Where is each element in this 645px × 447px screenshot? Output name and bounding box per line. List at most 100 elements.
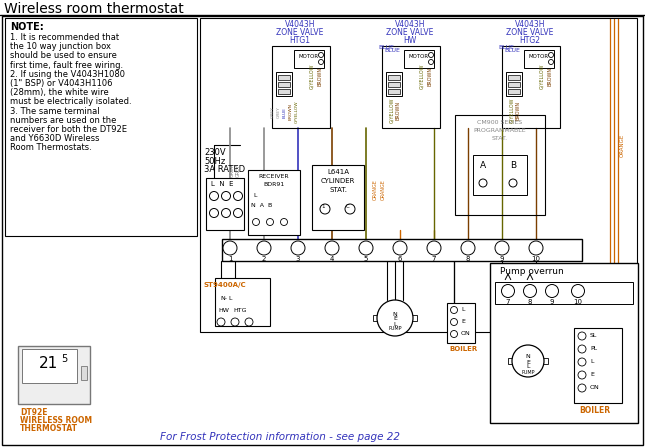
Bar	[5, 18, 197, 236]
Text: ZONE VALVE: ZONE VALVE	[386, 28, 433, 37]
Circle shape	[578, 332, 586, 340]
Text: 3: 3	[296, 256, 301, 262]
Bar	[386, 72, 402, 96]
Text: RECEIVER: RECEIVER	[259, 174, 290, 179]
Text: DT92E: DT92E	[20, 408, 48, 417]
Bar	[412, 315, 417, 321]
Text: 3. The same terminal: 3. The same terminal	[10, 106, 99, 116]
Text: G/YELLOW: G/YELLOW	[295, 101, 299, 123]
Text: MOTOR: MOTOR	[529, 55, 549, 59]
Circle shape	[221, 208, 230, 218]
Bar	[382, 46, 440, 128]
Text: N-: N-	[220, 296, 227, 301]
Circle shape	[529, 241, 543, 255]
Text: WIRELESS ROOM: WIRELESS ROOM	[20, 416, 92, 425]
Bar	[490, 263, 638, 423]
Text: 5: 5	[61, 354, 67, 364]
Text: 4: 4	[330, 256, 334, 262]
Bar	[543, 358, 548, 364]
Circle shape	[502, 284, 515, 298]
Text: ORANGE: ORANGE	[373, 180, 378, 200]
Bar	[388, 89, 400, 94]
Text: PUMP: PUMP	[521, 370, 535, 375]
Circle shape	[450, 319, 457, 325]
Text: numbers are used on the: numbers are used on the	[10, 116, 116, 125]
Text: N: N	[393, 312, 397, 316]
Circle shape	[571, 284, 584, 298]
Bar	[276, 72, 292, 96]
Text: 1: 1	[321, 204, 324, 210]
Text: SL: SL	[590, 333, 597, 338]
Bar	[278, 89, 290, 94]
Text: HTG2: HTG2	[519, 36, 541, 45]
Text: E: E	[461, 319, 465, 324]
Circle shape	[377, 300, 413, 336]
Text: 9: 9	[550, 299, 554, 304]
Circle shape	[319, 52, 324, 58]
Text: CM900 SERIES: CM900 SERIES	[477, 120, 522, 125]
Bar	[200, 18, 637, 332]
Bar	[524, 50, 554, 68]
Text: ZONE VALVE: ZONE VALVE	[506, 28, 553, 37]
Text: BROWN: BROWN	[396, 101, 401, 119]
Text: 2. If using the V4043H1080: 2. If using the V4043H1080	[10, 70, 125, 79]
Text: MOTOR: MOTOR	[409, 55, 429, 59]
Text: BROWN: BROWN	[516, 101, 521, 119]
Circle shape	[428, 52, 433, 58]
Text: 9: 9	[500, 256, 504, 262]
Circle shape	[393, 241, 407, 255]
Text: HW: HW	[218, 308, 229, 313]
Bar	[278, 75, 290, 80]
Circle shape	[325, 241, 339, 255]
Bar	[473, 155, 527, 195]
Text: BROWN: BROWN	[427, 67, 432, 85]
Bar	[294, 50, 324, 68]
Bar	[388, 75, 400, 80]
Text: BLUE: BLUE	[384, 48, 400, 53]
Text: BOILER: BOILER	[579, 406, 610, 415]
Circle shape	[233, 191, 243, 201]
Text: L: L	[526, 364, 530, 370]
Circle shape	[461, 241, 475, 255]
Bar	[312, 165, 364, 230]
Circle shape	[345, 204, 355, 214]
Text: Pump overrun: Pump overrun	[500, 267, 564, 276]
Circle shape	[245, 318, 253, 326]
Text: HTG: HTG	[233, 308, 246, 313]
Text: V4043H: V4043H	[395, 20, 425, 29]
Text: BROWN: BROWN	[317, 67, 322, 85]
Circle shape	[257, 241, 271, 255]
Text: G/YELLOW: G/YELLOW	[419, 63, 424, 89]
Text: 8: 8	[528, 299, 532, 304]
Text: BROWN: BROWN	[289, 104, 293, 121]
Text: V4043H: V4043H	[515, 20, 545, 29]
Text: HW: HW	[403, 36, 417, 45]
Text: 21: 21	[39, 357, 59, 371]
Bar	[508, 75, 520, 80]
Text: Wireless room thermostat: Wireless room thermostat	[4, 2, 184, 16]
Text: 50Hz: 50Hz	[204, 157, 225, 166]
Text: (28mm), the white wire: (28mm), the white wire	[10, 88, 109, 97]
Text: 10: 10	[573, 299, 582, 304]
Text: PROGRAMMABLE: PROGRAMMABLE	[473, 128, 526, 133]
Bar	[388, 82, 400, 87]
Text: 2: 2	[262, 256, 266, 262]
Circle shape	[281, 219, 288, 225]
Text: ON: ON	[590, 385, 600, 390]
Text: ORANGE: ORANGE	[619, 133, 624, 156]
Text: BLUE: BLUE	[498, 45, 514, 50]
Circle shape	[359, 241, 373, 255]
Circle shape	[233, 208, 243, 218]
Circle shape	[546, 284, 559, 298]
Bar	[272, 46, 330, 128]
Text: G/YELLOW: G/YELLOW	[389, 97, 394, 123]
Circle shape	[479, 179, 487, 187]
Text: 6: 6	[398, 256, 402, 262]
Bar	[508, 358, 513, 364]
Text: E: E	[526, 359, 530, 364]
Text: BDR91: BDR91	[263, 182, 284, 187]
Circle shape	[210, 191, 219, 201]
Bar	[404, 50, 434, 68]
Circle shape	[291, 241, 305, 255]
Text: L: L	[253, 193, 257, 198]
